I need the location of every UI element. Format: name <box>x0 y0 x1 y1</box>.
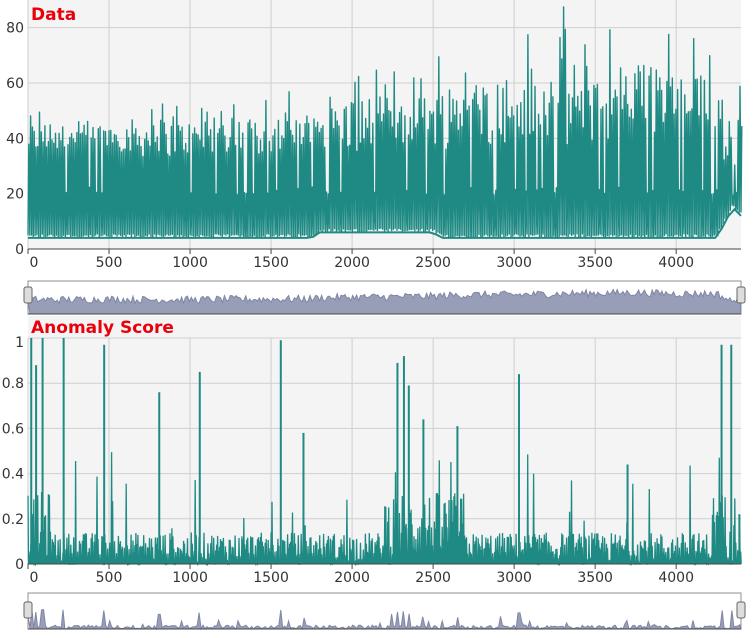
data-y-tick-label: 40 <box>6 131 24 147</box>
data-x-tick-label: 3000 <box>496 255 532 271</box>
anomaly-x-tick-label: 3000 <box>496 570 532 586</box>
data-x-tick-label: 2500 <box>415 255 451 271</box>
anomaly-navigator-left-handle[interactable] <box>23 601 33 619</box>
data-x-tick-label: 4000 <box>658 255 694 271</box>
anomaly-y-tick-label: 0.4 <box>2 467 24 483</box>
data-x-tick-label: 0 <box>30 255 39 271</box>
data-navigator-series <box>27 288 742 315</box>
data-y-tick-label: 80 <box>6 21 24 37</box>
anomaly-series <box>27 338 742 567</box>
data-y-tick-label: 0 <box>15 242 24 258</box>
data-series-low-line <box>28 207 742 239</box>
anomaly-x-tick-label: 3500 <box>577 570 613 586</box>
data-x-tick-label: 2000 <box>334 255 370 271</box>
anomaly-x-tick-label: 2500 <box>415 570 451 586</box>
anomaly-navigator-right-handle[interactable] <box>736 601 746 619</box>
data-series-line <box>27 6 743 239</box>
anomaly-chart-title: Anomaly Score <box>31 318 174 338</box>
anomaly-navigator[interactable] <box>23 592 746 631</box>
data-navigator[interactable] <box>23 280 746 315</box>
anomaly-y-tick-label: 0.8 <box>2 376 24 392</box>
data-y-ticks: 0 20 40 60 80 <box>6 21 24 258</box>
anomaly-x-tick-label: 500 <box>96 570 123 586</box>
data-x-tick-label: 3500 <box>577 255 613 271</box>
anomaly-chart: 0 500 1000 1500 2000 2500 3000 3500 4000 0 0.2 0.4… <box>2 316 746 631</box>
anomaly-x-tick-label: 0 <box>30 570 39 586</box>
anomaly-x-tick-label: 2000 <box>334 570 370 586</box>
anomaly-y-tick-label: 0.6 <box>2 421 24 437</box>
data-x-tick-label: 500 <box>96 255 123 271</box>
data-navigator-area <box>27 288 742 315</box>
data-x-tick-label: 1500 <box>253 255 289 271</box>
anomaly-y-tick-label: 1 <box>15 335 24 351</box>
anomaly-x-ticks: 0 500 1000 1500 2000 2500 3000 3500 4000 <box>27 564 694 586</box>
data-chart: 0 500 1000 1500 2000 2500 3000 3500 4000 0 20 40 60… <box>6 0 746 315</box>
anomaly-y-ticks: 0 0.2 0.4 0.6 0.8 1 <box>2 335 24 573</box>
anomaly-x-tick-label: 1000 <box>172 570 208 586</box>
anomaly-x-tick-label: 4000 <box>658 570 694 586</box>
data-chart-title: Data <box>31 5 76 25</box>
data-y-tick-label: 60 <box>6 76 24 92</box>
data-y-tick-label: 20 <box>6 187 24 203</box>
data-navigator-right-handle[interactable] <box>736 286 746 304</box>
data-series <box>27 6 743 239</box>
data-x-ticks: 0 500 1000 1500 2000 2500 3000 3500 4000 <box>27 249 694 271</box>
data-x-tick-label: 1000 <box>172 255 208 271</box>
anomaly-series-line <box>27 452 742 567</box>
data-navigator-left-handle[interactable] <box>23 286 33 304</box>
anomaly-navigator-track <box>27 592 742 630</box>
anomaly-y-tick-label: 0 <box>15 557 24 573</box>
anomaly-y-tick-label: 0.2 <box>2 512 24 528</box>
anomaly-x-tick-label: 1500 <box>253 570 289 586</box>
